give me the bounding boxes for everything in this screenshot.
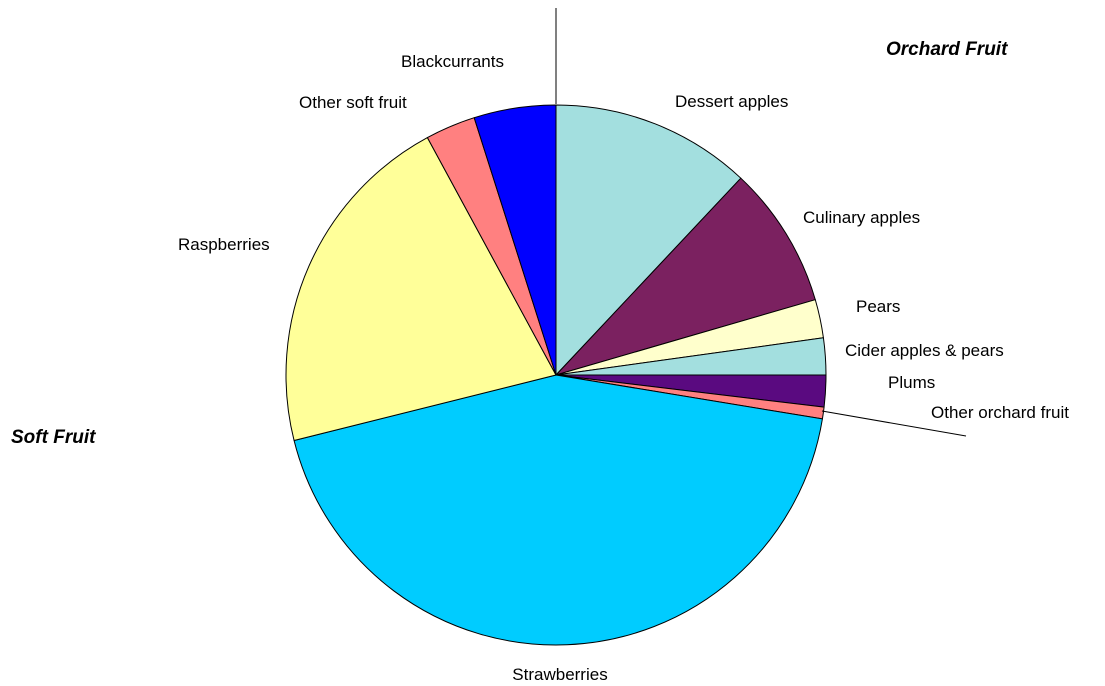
pie-slice-strawberries	[293, 374, 823, 646]
pie-slices	[285, 104, 827, 646]
group-label-orchard-fruit: Orchard Fruit	[886, 39, 1008, 60]
slice-label-pears: Pears	[856, 297, 900, 316]
slice-labels: Dessert apples Culinary apples Pears Cid…	[178, 52, 1069, 684]
slice-label-plums: Plums	[888, 373, 935, 392]
pie-slice-raspberries	[285, 137, 557, 441]
slice-label-strawberries: Strawberries	[512, 665, 607, 684]
divider-line-right	[821, 410, 967, 437]
slice-label-raspberries: Raspberries	[178, 235, 270, 254]
pie-slice-blackcurrants	[473, 104, 557, 376]
pie-slice-culinary-apples	[555, 177, 816, 376]
slice-label-culinary-apples: Culinary apples	[803, 208, 920, 227]
pie-slice-dessert-apples	[555, 104, 742, 376]
group-label-soft-fruit: Soft Fruit	[11, 427, 96, 448]
slice-label-dessert-apples: Dessert apples	[675, 92, 788, 111]
group-labels: Orchard Fruit Soft Fruit	[11, 39, 1008, 448]
slice-label-blackcurrants: Blackcurrants	[401, 52, 504, 71]
slice-label-other-soft-fruit: Other soft fruit	[299, 93, 407, 112]
slice-label-cider-apples-pears: Cider apples & pears	[845, 341, 1004, 360]
slice-label-other-orchard-fruit: Other orchard fruit	[931, 403, 1069, 422]
group-dividers	[555, 8, 967, 437]
